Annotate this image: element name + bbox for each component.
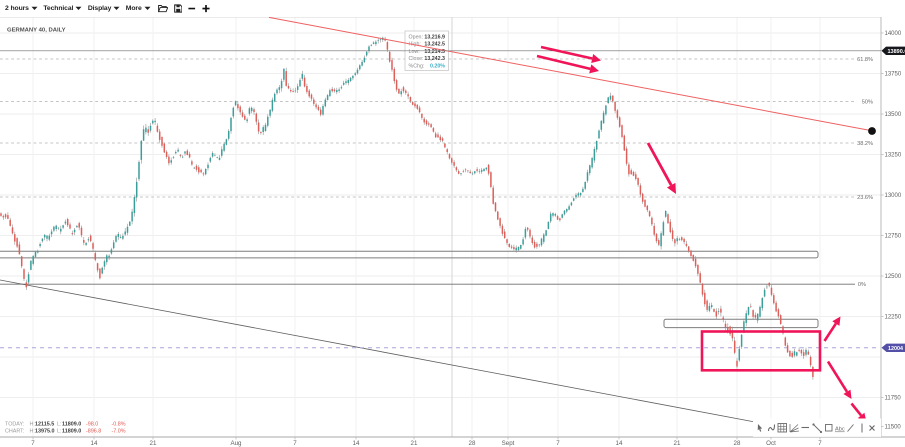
svg-text:21: 21	[411, 440, 418, 447]
svg-text:H:: H:	[30, 422, 35, 428]
svg-text:13890.0: 13890.0	[888, 49, 905, 55]
svg-text:14: 14	[616, 440, 623, 447]
svg-text:-0.8%: -0.8%	[112, 422, 126, 428]
svg-text:12115.5: 12115.5	[35, 422, 54, 428]
svg-text:21: 21	[674, 440, 681, 447]
svg-text:28: 28	[734, 440, 741, 447]
svg-text:H:: H:	[30, 429, 35, 435]
svg-text:-7.0%: -7.0%	[112, 429, 126, 435]
svg-text:12750: 12750	[885, 234, 902, 240]
svg-text:Oct: Oct	[766, 440, 776, 447]
svg-text:7: 7	[556, 440, 560, 447]
svg-text:-896.8: -896.8	[86, 429, 101, 435]
svg-text:12004: 12004	[888, 346, 903, 352]
svg-text:Sept: Sept	[502, 440, 515, 447]
svg-text:Open:: Open:	[409, 35, 423, 41]
svg-text:14: 14	[91, 440, 98, 447]
svg-text:13,242.5: 13,242.5	[424, 42, 445, 48]
svg-text:50%: 50%	[862, 100, 873, 106]
svg-text:TODAY:: TODAY:	[5, 422, 24, 428]
svg-text:L:: L:	[57, 429, 62, 435]
svg-text:12250: 12250	[885, 315, 902, 321]
svg-text:14000: 14000	[885, 31, 902, 37]
svg-text:13,214.5: 13,214.5	[424, 49, 445, 55]
svg-text:14: 14	[353, 440, 360, 447]
svg-text:21: 21	[150, 440, 157, 447]
svg-text:12500: 12500	[885, 274, 902, 280]
svg-text:Abc: Abc	[835, 427, 845, 433]
svg-text:CHART:: CHART:	[5, 429, 24, 435]
svg-text:Close:: Close:	[409, 56, 424, 62]
svg-text:13975.0: 13975.0	[35, 429, 55, 435]
svg-text:7: 7	[293, 440, 297, 447]
svg-text:13000: 13000	[885, 193, 902, 199]
svg-text:13,242.3: 13,242.3	[424, 56, 445, 62]
svg-text:11809.0: 11809.0	[62, 422, 81, 428]
svg-text:0%: 0%	[858, 282, 866, 288]
svg-text:L:: L:	[57, 422, 62, 428]
svg-text:Low:: Low:	[409, 49, 420, 55]
svg-text:38.2%: 38.2%	[857, 141, 873, 147]
svg-text:28: 28	[469, 440, 476, 447]
svg-text:61.8%: 61.8%	[857, 57, 873, 63]
svg-text:11750: 11750	[885, 396, 902, 402]
svg-text:13750: 13750	[885, 72, 902, 78]
svg-text:13,216.9: 13,216.9	[424, 35, 445, 41]
svg-text:7: 7	[31, 440, 35, 447]
svg-text:23.6%: 23.6%	[857, 195, 873, 201]
svg-text:%Chg:: %Chg:	[409, 63, 425, 69]
svg-text:13500: 13500	[885, 112, 902, 118]
svg-text:13250: 13250	[885, 153, 902, 159]
svg-text:7: 7	[818, 440, 822, 447]
svg-text:Aug: Aug	[230, 440, 242, 447]
svg-text:0.20%: 0.20%	[430, 63, 445, 69]
svg-text:GERMANY 40, DAILY: GERMANY 40, DAILY	[7, 28, 66, 34]
svg-text:-98.0: -98.0	[86, 422, 98, 428]
svg-text:11500: 11500	[885, 425, 902, 431]
svg-text:11809.0: 11809.0	[62, 429, 81, 435]
